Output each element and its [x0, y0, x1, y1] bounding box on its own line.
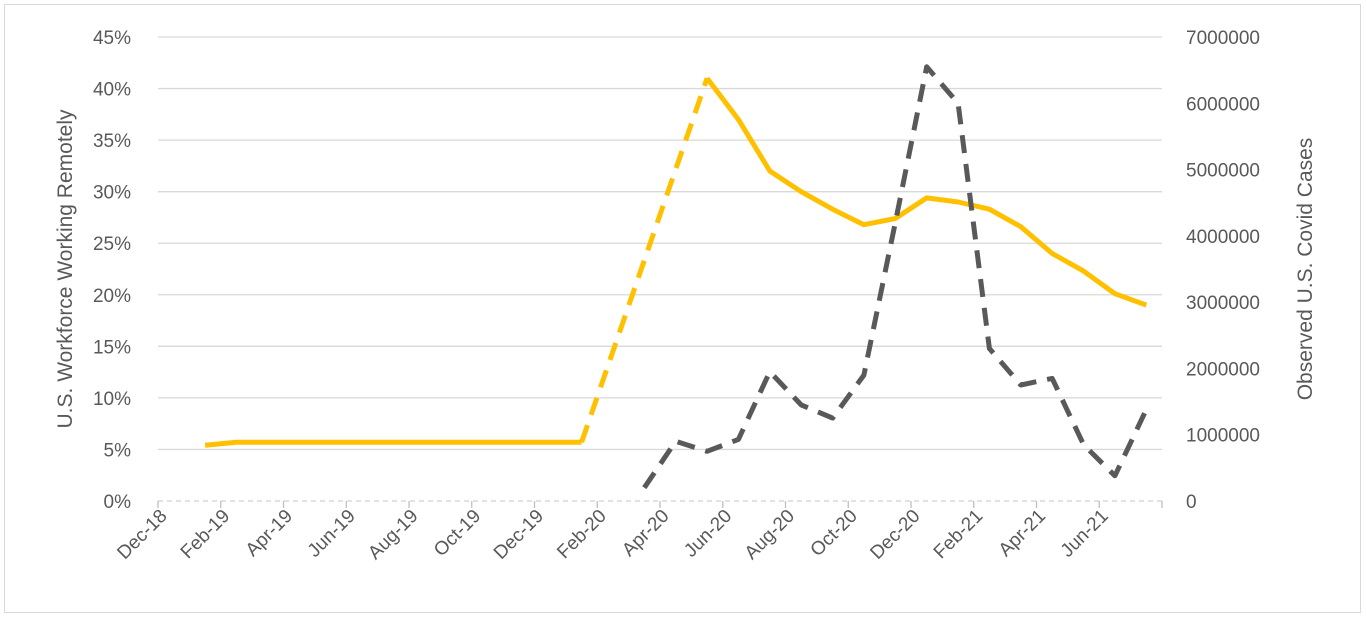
y-tick-label: 40% [93, 80, 131, 101]
y2-axis-ticks: 0 1000000 2000000 3000000 4000000 5000000 6000… [1186, 28, 1260, 513]
gridlines [158, 36, 1162, 451]
x-tick-label: Apr-19 [242, 506, 297, 561]
x-axis-ticks: Dec-18 Feb-19 Apr-19 Jun-19 Aug-19 Oct-19 Dec-… [113, 506, 1112, 564]
covid-cases-line-3 [642, 64, 1149, 490]
y2-tick-label: 4000000 [1186, 227, 1260, 248]
x-tick-label: Feb-20 [553, 506, 610, 563]
y-tick-label: 20% [93, 286, 131, 307]
y-axis-title: U.S. Workforce Working Remotely [54, 109, 77, 428]
x-tick-label: Apr-21 [995, 506, 1050, 561]
x-tick-label: Dec-18 [113, 506, 171, 564]
y2-tick-label: 7000000 [1186, 28, 1260, 49]
y-axis-ticks: 0% 5% 10% 15% 20% 25% 30% 35% 40% 45% [93, 28, 131, 513]
y2-tick-label: 1000000 [1186, 426, 1260, 447]
x-tick-label: Jun-21 [1057, 506, 1113, 562]
y2-tick-label: 0 [1186, 492, 1197, 513]
y-tick-label: 5% [104, 440, 132, 461]
x-tick-label: Apr-20 [618, 506, 673, 561]
chart-frame [4, 4, 1361, 613]
x-tick-label: Dec-20 [866, 506, 924, 564]
series-layer [204, 64, 1149, 490]
y2-axis-title: Observed U.S. Covid Cases [1294, 138, 1317, 401]
x-tick-label: Jun-20 [680, 506, 736, 562]
y-tick-label: 30% [93, 183, 131, 204]
remote-work-line-1 [579, 77, 710, 444]
x-tick-label: Aug-19 [364, 506, 422, 564]
y2-tick-label: 3000000 [1186, 293, 1260, 314]
x-tick-label: Feb-21 [930, 506, 987, 563]
x-tick-label: Feb-19 [177, 506, 234, 563]
x-tick-label: Jun-19 [304, 506, 360, 562]
remote-work-line-0 [204, 439, 582, 448]
y2-tick-label: 6000000 [1186, 94, 1260, 115]
remote-work-line-2 [705, 76, 1148, 308]
x-tick-label: Dec-19 [490, 506, 548, 564]
axes [157, 500, 1163, 508]
x-tick-label: Aug-20 [741, 506, 799, 564]
y-tick-label: 25% [93, 234, 131, 255]
y-tick-label: 45% [93, 28, 131, 49]
x-tick-label: Oct-20 [807, 506, 862, 561]
x-tick-label: Oct-19 [430, 506, 485, 561]
y-tick-label: 10% [93, 389, 131, 410]
y-tick-label: 0% [104, 492, 132, 513]
y-tick-label: 35% [93, 131, 131, 152]
y-tick-label: 15% [93, 337, 131, 358]
y2-tick-label: 5000000 [1186, 161, 1260, 182]
y2-tick-label: 2000000 [1186, 359, 1260, 380]
